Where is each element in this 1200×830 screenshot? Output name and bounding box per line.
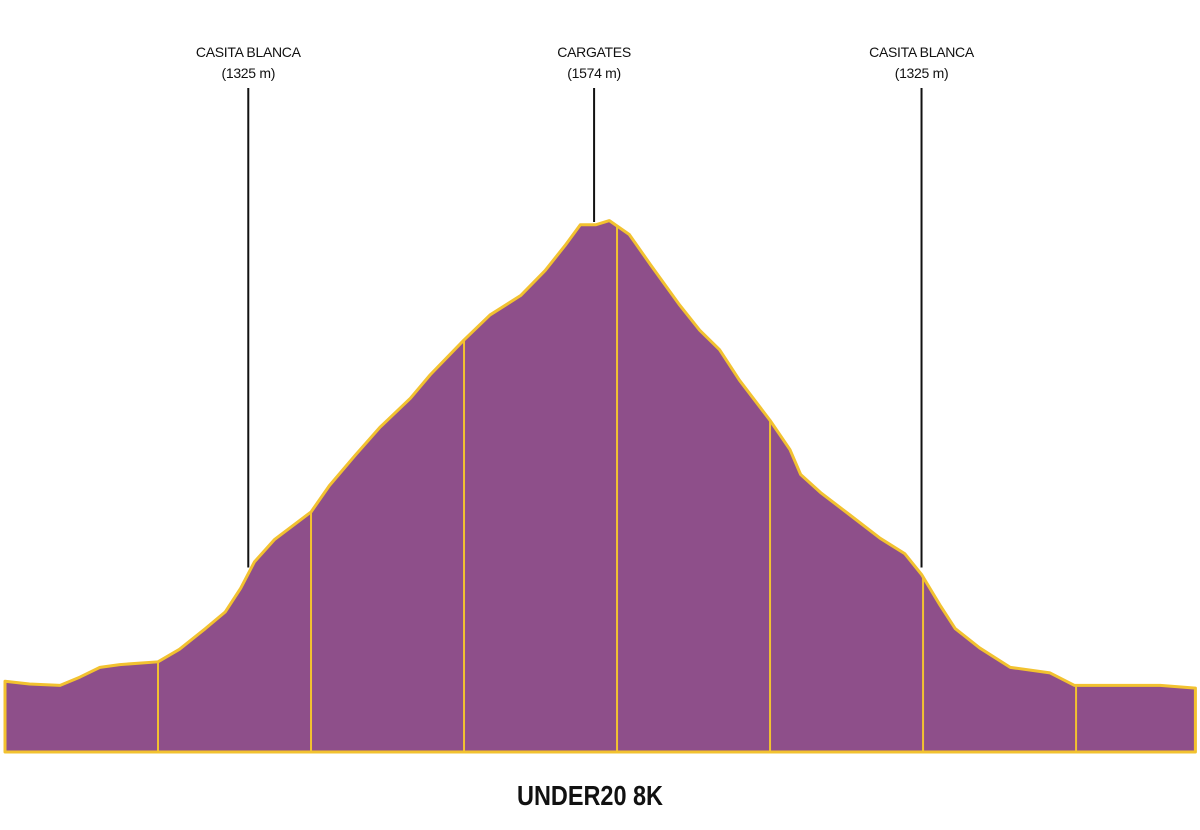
annotation-elevation: (1325 m)	[221, 65, 275, 81]
annotation-elevation: (1574 m)	[567, 65, 621, 81]
elevation-area	[3, 219, 1197, 754]
annotation-label: CASITA BLANCA	[196, 44, 302, 60]
annotation-label: CARGATES	[557, 44, 631, 60]
annotation-label: CASITA BLANCA	[869, 44, 975, 60]
annotation-elevation: (1325 m)	[895, 65, 949, 81]
chart-title: UNDER20 8K	[517, 780, 663, 811]
